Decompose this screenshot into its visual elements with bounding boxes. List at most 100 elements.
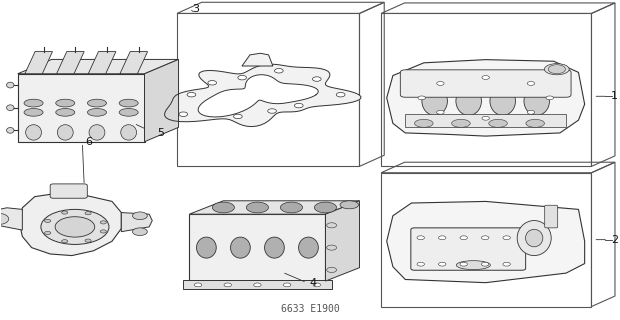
Ellipse shape [24, 99, 43, 107]
Ellipse shape [212, 202, 234, 213]
Polygon shape [122, 212, 153, 232]
Circle shape [438, 262, 446, 266]
Circle shape [208, 81, 216, 85]
Polygon shape [387, 201, 585, 283]
Circle shape [417, 262, 425, 266]
Circle shape [417, 236, 425, 240]
Ellipse shape [25, 125, 42, 140]
FancyBboxPatch shape [401, 70, 571, 97]
Polygon shape [189, 201, 360, 214]
Text: 2: 2 [611, 235, 618, 245]
Ellipse shape [121, 125, 136, 140]
Text: 6: 6 [85, 138, 92, 148]
Ellipse shape [87, 108, 107, 116]
Circle shape [436, 82, 444, 85]
Ellipse shape [299, 237, 318, 258]
Ellipse shape [517, 220, 551, 256]
Text: 5: 5 [157, 128, 164, 138]
Circle shape [61, 211, 68, 214]
Circle shape [548, 65, 565, 74]
Polygon shape [88, 52, 116, 74]
Ellipse shape [456, 87, 482, 116]
Ellipse shape [57, 125, 73, 140]
Polygon shape [18, 60, 179, 74]
Circle shape [546, 96, 554, 100]
FancyBboxPatch shape [411, 228, 526, 270]
Ellipse shape [197, 237, 216, 258]
Ellipse shape [524, 87, 549, 116]
Ellipse shape [451, 119, 470, 127]
FancyBboxPatch shape [545, 205, 558, 228]
Circle shape [436, 110, 444, 114]
Polygon shape [144, 60, 179, 142]
Ellipse shape [119, 99, 138, 107]
Ellipse shape [89, 125, 105, 140]
Ellipse shape [314, 202, 337, 213]
Polygon shape [242, 53, 273, 66]
Circle shape [275, 68, 283, 73]
Circle shape [133, 228, 148, 236]
Ellipse shape [7, 127, 14, 133]
Circle shape [45, 231, 51, 235]
Circle shape [482, 262, 489, 266]
Circle shape [327, 245, 337, 250]
Circle shape [187, 92, 196, 97]
Ellipse shape [526, 229, 543, 247]
Ellipse shape [246, 202, 268, 213]
Ellipse shape [231, 237, 250, 258]
Text: 6633 E1900: 6633 E1900 [281, 304, 339, 314]
Circle shape [45, 219, 51, 222]
Polygon shape [19, 194, 122, 256]
Circle shape [327, 223, 337, 228]
Circle shape [527, 110, 534, 114]
FancyBboxPatch shape [18, 74, 144, 142]
Polygon shape [25, 52, 53, 74]
Text: 3: 3 [192, 4, 199, 14]
Polygon shape [56, 52, 84, 74]
Ellipse shape [456, 261, 490, 270]
Polygon shape [120, 52, 148, 74]
Circle shape [418, 96, 425, 100]
Ellipse shape [489, 119, 507, 127]
Text: 4: 4 [309, 278, 317, 288]
Ellipse shape [415, 119, 433, 127]
Ellipse shape [7, 105, 14, 111]
Circle shape [194, 283, 202, 287]
Circle shape [254, 283, 261, 287]
Circle shape [100, 230, 107, 233]
Polygon shape [387, 60, 585, 136]
Polygon shape [326, 201, 360, 281]
Circle shape [238, 76, 247, 80]
Circle shape [100, 221, 107, 224]
Circle shape [283, 283, 291, 287]
Circle shape [0, 213, 9, 225]
Circle shape [336, 92, 345, 97]
Circle shape [179, 112, 188, 116]
Ellipse shape [7, 82, 14, 88]
Ellipse shape [119, 108, 138, 116]
Circle shape [460, 236, 467, 240]
Ellipse shape [422, 87, 448, 116]
Circle shape [234, 114, 242, 119]
Ellipse shape [87, 99, 107, 107]
Circle shape [482, 76, 489, 79]
Ellipse shape [265, 237, 285, 258]
Polygon shape [0, 208, 22, 230]
Ellipse shape [24, 108, 43, 116]
Circle shape [438, 236, 446, 240]
Circle shape [85, 239, 91, 242]
FancyBboxPatch shape [50, 184, 87, 198]
Ellipse shape [340, 201, 358, 209]
Ellipse shape [526, 119, 544, 127]
Circle shape [460, 262, 467, 266]
Ellipse shape [56, 108, 75, 116]
Circle shape [55, 217, 95, 237]
Ellipse shape [490, 87, 515, 116]
Ellipse shape [280, 202, 303, 213]
FancyBboxPatch shape [405, 114, 566, 126]
Circle shape [327, 268, 337, 272]
Circle shape [313, 283, 321, 287]
Ellipse shape [544, 64, 569, 75]
Polygon shape [165, 64, 361, 127]
Circle shape [85, 212, 91, 215]
